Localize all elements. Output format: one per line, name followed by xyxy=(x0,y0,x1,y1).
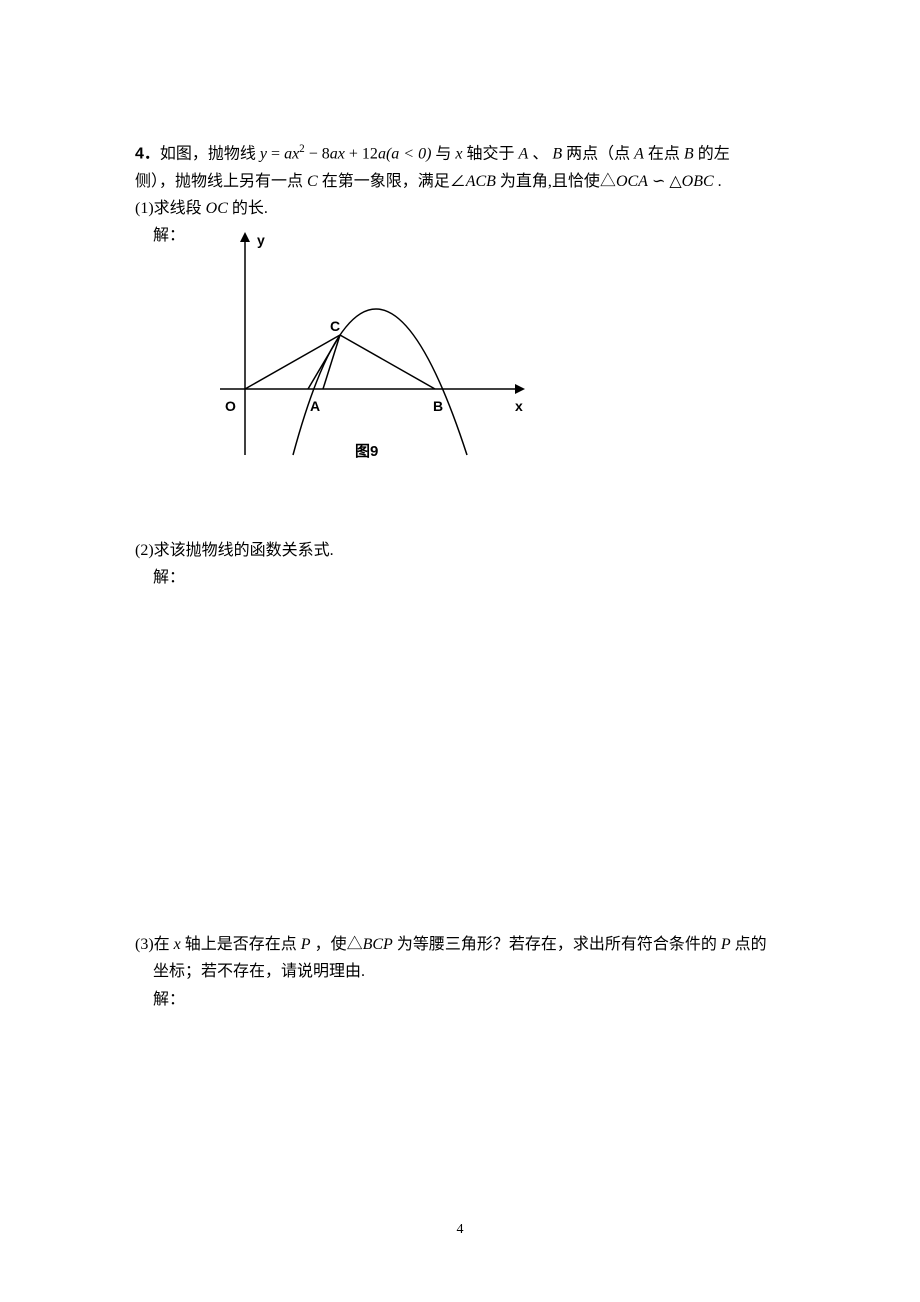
parabola-curve xyxy=(293,309,467,455)
figure-column: y x O A B C 图9 xyxy=(215,222,785,477)
point-P-1: P xyxy=(301,936,311,953)
stem-line2b: 在第一象限，满足∠ xyxy=(318,173,466,190)
point-P-2: P xyxy=(721,936,731,953)
question-2: (2)求该抛物线的函数关系式. xyxy=(135,537,785,564)
formula-minus8: − 8 xyxy=(305,145,330,162)
formula-paren: (a < 0) xyxy=(386,145,431,162)
question-2-block: (2)求该抛物线的函数关系式. 解： xyxy=(135,537,785,591)
problem-line-1: 4．如图，抛物线 y = ax2 − 8ax + 12a(a < 0) 与 x … xyxy=(135,140,785,168)
stem-mid3: 两点（点 xyxy=(562,145,634,162)
q1-body-row: 解： y x O A B C 图9 xyxy=(135,222,785,477)
stem-prefix: 如图，抛物线 xyxy=(160,145,260,162)
figure-caption: 图9 xyxy=(355,439,378,465)
formula-a3: a xyxy=(378,145,386,162)
question-3-block: (3)在 x 轴上是否存在点 P ，使△BCP 为等腰三角形？若存在，求出所有符… xyxy=(135,931,785,1013)
q1-prefix: (1)求线段 xyxy=(135,200,206,217)
point-B-1: B xyxy=(552,145,562,162)
solution-label-3: 解： xyxy=(135,986,785,1013)
angle-acb: ACB xyxy=(466,173,496,190)
formula-eq: = xyxy=(267,145,284,162)
figure-9: y x O A B C 图9 xyxy=(215,227,535,477)
formula-y: y xyxy=(260,145,267,162)
x-axis-arrow-icon xyxy=(515,384,525,394)
axis-x-inline: x xyxy=(455,145,462,162)
q1-suffix: 的长. xyxy=(228,200,268,217)
formula-plus12: + 12 xyxy=(345,145,378,162)
stem-mid4: 在点 xyxy=(644,145,684,162)
label-B: B xyxy=(433,395,443,419)
q3-mid2: ，使△ xyxy=(311,936,363,953)
q3-mid4: 点的 xyxy=(731,936,767,953)
seg-oc: OC xyxy=(206,200,228,217)
q3-mid1: 轴上是否存在点 xyxy=(181,936,301,953)
segment-CA xyxy=(308,335,340,389)
label-A: A xyxy=(310,395,320,419)
problem-line-2: 侧），抛物线上另有一点 C 在第一象限，满足∠ACB 为直角,且恰使△OCA ∽… xyxy=(135,168,785,195)
problem-number: 4． xyxy=(135,145,160,162)
label-C: C xyxy=(330,315,340,339)
q3-prefix: (3)在 xyxy=(135,936,174,953)
formula-a1: a xyxy=(284,145,292,162)
question-3-line-2: 坐标；若不存在，请说明理由. xyxy=(135,958,785,985)
point-A-1: A xyxy=(519,145,529,162)
point-B-2: B xyxy=(684,145,694,162)
stem-mid2: 轴交于 xyxy=(463,145,519,162)
stem-line2a: 侧），抛物线上另有一点 xyxy=(135,173,307,190)
stem-sim: ∽ △ xyxy=(648,173,682,190)
page-number: 4 xyxy=(0,1218,920,1242)
solution-label-2: 解： xyxy=(135,564,785,591)
stem-mid1: 与 xyxy=(431,145,455,162)
formula-a2: a xyxy=(330,145,338,162)
point-A-2: A xyxy=(634,145,644,162)
question-1: (1)求线段 OC 的长. xyxy=(135,195,785,222)
question-3-line-1: (3)在 x 轴上是否存在点 P ，使△BCP 为等腰三角形？若存在，求出所有符… xyxy=(135,931,785,958)
point-C-1: C xyxy=(307,173,318,190)
stem-dun: 、 xyxy=(528,145,552,162)
segment-CB xyxy=(340,335,435,389)
y-axis-arrow-icon xyxy=(240,232,250,242)
stem-mid5: 的左 xyxy=(694,145,730,162)
label-y: y xyxy=(257,229,265,253)
tri-obc: OBC xyxy=(682,173,714,190)
q3-axis-x: x xyxy=(174,936,181,953)
stem-line2c: 为直角,且恰使△ xyxy=(496,173,616,190)
solution-label-1: 解： xyxy=(135,222,185,249)
stem-line2d: . xyxy=(714,173,722,190)
tri-bcp: BCP xyxy=(363,936,393,953)
formula-x2: x xyxy=(338,145,345,162)
label-x: x xyxy=(515,395,523,419)
tri-oca: OCA xyxy=(616,173,648,190)
label-O: O xyxy=(225,395,236,419)
q3-mid3: 为等腰三角形？若存在，求出所有符合条件的 xyxy=(393,936,721,953)
